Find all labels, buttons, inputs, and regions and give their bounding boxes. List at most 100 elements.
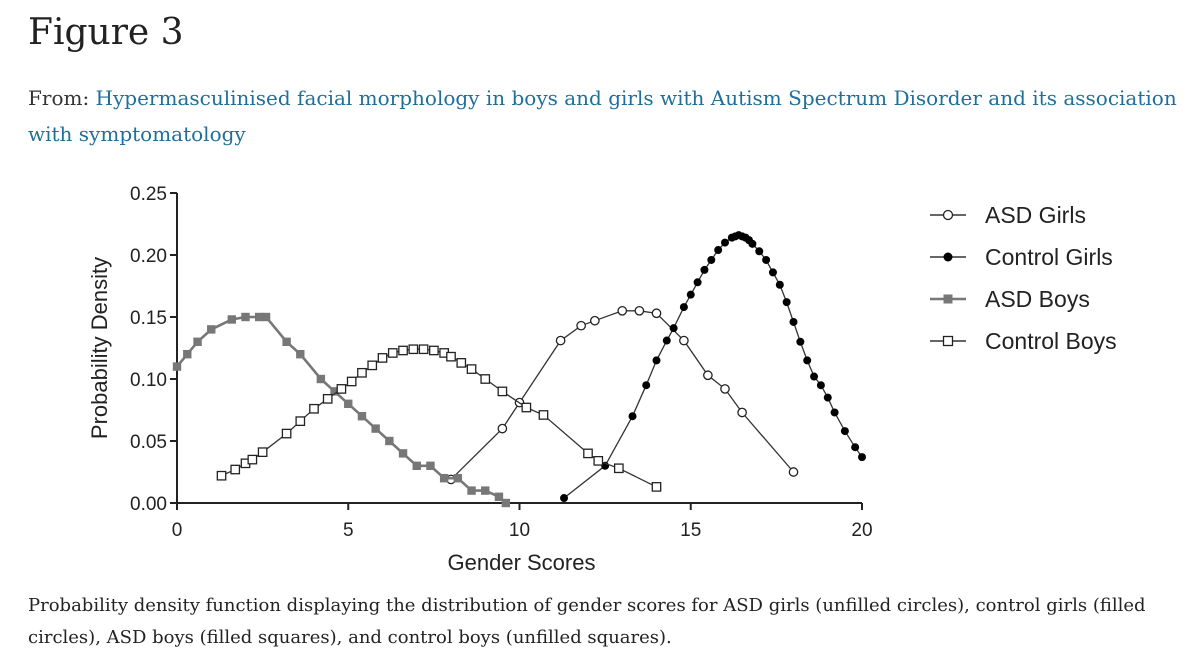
data-point-control-girls [782, 298, 791, 307]
data-point-control-boys [367, 360, 378, 371]
figure-caption: Probability density function displaying … [28, 595, 1146, 648]
legend-label: Control Boys [985, 328, 1117, 354]
data-point-control-girls [796, 337, 805, 346]
series-line-control-boys [221, 348, 657, 488]
data-point-asd-boys [193, 337, 202, 346]
data-point-control-boys [593, 455, 604, 466]
legend-label: Control Girls [985, 244, 1113, 270]
legend-marker [943, 294, 953, 304]
data-point-control-girls [628, 412, 637, 421]
data-point-asd-girls [576, 320, 587, 331]
y-axis-title: Probability Density [87, 257, 112, 439]
data-point-asd-boys [467, 486, 476, 495]
data-point-control-girls [823, 393, 832, 402]
data-point-control-boys [418, 344, 429, 355]
data-point-asd-girls [679, 335, 689, 346]
chart-series [172, 231, 866, 508]
data-point-control-girls [679, 303, 688, 312]
data-point-asd-girls [720, 384, 730, 394]
data-point-control-boys [387, 348, 398, 358]
source-line: From: Hypermasculinised facial morpholog… [28, 80, 1193, 152]
y-tick-label: 0.20 [130, 246, 167, 267]
data-point-control-boys [613, 463, 624, 474]
y-tick-label: 0.05 [130, 432, 167, 453]
data-point-control-girls [810, 372, 819, 381]
data-point-control-girls [789, 317, 798, 326]
data-point-asd-boys [398, 449, 408, 458]
data-point-asd-boys [426, 461, 435, 470]
data-point-control-girls [748, 239, 757, 248]
x-tick-label: 0 [172, 520, 183, 541]
data-point-control-girls [858, 453, 866, 462]
data-point-control-boys [230, 464, 241, 475]
legend-marker [942, 335, 954, 347]
legend-label: ASD Boys [985, 286, 1090, 312]
from-prefix: From: [28, 86, 96, 110]
data-point-control-boys [357, 367, 367, 378]
x-tick-label: 15 [680, 520, 701, 541]
legend-item-asd-boys: ASD Boys [930, 286, 1090, 312]
data-point-control-boys [651, 482, 662, 492]
data-point-control-boys [456, 358, 467, 368]
data-point-asd-boys [357, 412, 367, 421]
data-point-control-girls [642, 381, 651, 390]
data-point-control-boys [309, 403, 319, 414]
x-axis-title: Gender Scores [448, 550, 596, 575]
data-point-asd-boys [316, 374, 326, 384]
data-point-control-boys [295, 416, 306, 427]
data-point-control-girls [560, 494, 569, 503]
data-point-control-girls [662, 336, 671, 345]
x-tick-label: 10 [509, 520, 530, 541]
data-point-asd-girls [737, 407, 747, 418]
series-control-girls [560, 231, 866, 503]
data-point-asd-boys [172, 362, 182, 371]
data-point-control-boys [346, 376, 357, 387]
data-point-control-girls [652, 356, 661, 365]
data-point-asd-girls [651, 308, 662, 319]
data-point-control-boys [521, 402, 532, 413]
data-point-control-boys [466, 364, 477, 374]
data-point-control-boys [257, 447, 268, 458]
data-point-control-girls [816, 381, 825, 390]
data-point-asd-boys [261, 312, 271, 322]
data-point-control-boys [281, 428, 292, 439]
article-link[interactable]: Hypermasculinised facial morphology in b… [28, 86, 1177, 146]
data-point-control-boys [377, 353, 388, 363]
data-point-control-boys [247, 454, 258, 465]
data-point-control-boys [583, 448, 593, 459]
data-point-asd-boys [330, 387, 339, 396]
figure-title: Figure 3 [28, 12, 184, 53]
data-point-control-boys [408, 344, 419, 355]
data-point-control-boys [216, 470, 227, 481]
data-point-control-girls [693, 278, 702, 287]
data-point-control-girls [755, 247, 764, 256]
data-point-control-girls [762, 255, 771, 264]
chart-axes: 0.00 0.05 0.10 0.15 0.20 0.25 0 5 10 15 20 [130, 184, 873, 541]
data-point-asd-boys [344, 399, 353, 408]
data-point-asd-boys [207, 325, 216, 334]
y-tick-label: 0.15 [130, 308, 167, 329]
data-point-asd-boys [494, 492, 504, 501]
data-point-control-girls [768, 268, 777, 277]
data-point-asd-boys [183, 350, 192, 359]
data-point-asd-girls [634, 305, 645, 316]
data-point-control-girls [830, 408, 839, 417]
series-asd-girls [446, 305, 799, 485]
legend-item-control-girls: Control Girls [930, 244, 1113, 270]
data-point-asd-boys [453, 474, 463, 483]
y-tick-label: 0.10 [130, 370, 167, 391]
data-point-control-boys [480, 374, 491, 384]
legend-marker [943, 252, 953, 262]
data-point-asd-boys [412, 461, 421, 470]
data-point-asd-girls [788, 467, 799, 477]
data-point-asd-girls [589, 315, 600, 326]
data-point-asd-boys [227, 315, 236, 324]
legend-label: ASD Girls [985, 202, 1086, 228]
data-point-control-boys [322, 393, 333, 404]
data-point-control-girls [700, 265, 709, 274]
data-point-control-girls [714, 246, 723, 255]
data-point-asd-girls [497, 423, 508, 434]
data-point-control-girls [669, 324, 678, 333]
data-point-asd-boys [255, 312, 264, 322]
legend-marker [942, 209, 954, 221]
